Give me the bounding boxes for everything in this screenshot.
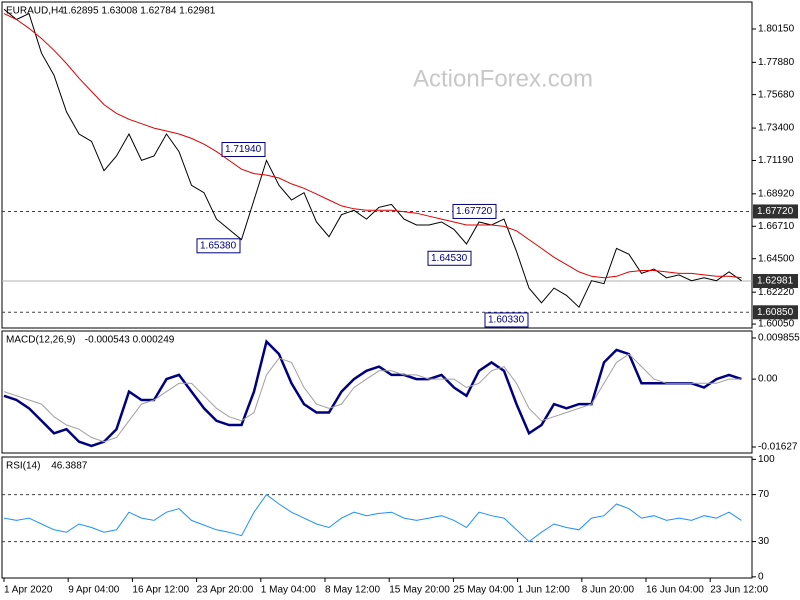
level-tag <box>753 204 798 219</box>
annotation-box <box>196 238 241 254</box>
y-tick-label: 1.77880 <box>758 57 795 68</box>
x-tick-label: 25 May 04:00 <box>453 585 514 596</box>
y-tick-label: 30 <box>758 536 770 547</box>
x-tick-label: 23 Jun 12:00 <box>710 585 768 596</box>
x-tick-label: 23 Apr 20:00 <box>197 585 254 596</box>
panel-title: EURAUD,H4 <box>6 6 64 17</box>
series-line <box>3 339 742 448</box>
panel-title: MACD(12,26,9) <box>6 335 75 346</box>
y-tick-label: 1.73400 <box>758 123 795 134</box>
series-line <box>3 13 742 279</box>
x-tick-label: 15 May 20:00 <box>389 585 450 596</box>
panel-values: -0.000543 0.000249 <box>85 335 175 346</box>
y-tick-label: 100 <box>758 454 775 465</box>
price-frame <box>1 1 753 329</box>
x-tick-label: 9 Apr 04:00 <box>68 585 120 596</box>
y-tick-label: 1.64500 <box>758 253 795 264</box>
level-tag-label: 1.62981 <box>757 276 794 287</box>
panel-values: 46.3887 <box>51 461 88 472</box>
y-tick-label: 1.66710 <box>758 221 795 232</box>
y-tick-label: 1.75680 <box>758 89 795 100</box>
panel-title: RSI(14) <box>6 461 40 472</box>
y-tick-label: 1.60050 <box>758 319 795 330</box>
y-tick-label: -0.01627 <box>758 442 798 453</box>
annotation-label: 1.67720 <box>456 206 493 217</box>
macd-frame <box>1 330 753 454</box>
y-tick-label: 1.80150 <box>758 24 795 35</box>
x-tick-label: 1 Jun 12:00 <box>518 585 571 596</box>
series-line <box>3 493 742 543</box>
x-tick-label: 16 Apr 12:00 <box>132 585 189 596</box>
y-tick-label: 0.009855 <box>758 333 800 344</box>
level-tag-label: 1.67720 <box>757 206 794 217</box>
x-tick-label: 8 Jun 20:00 <box>582 585 635 596</box>
x-tick-label: 16 Jun 04:00 <box>646 585 704 596</box>
annotation-label: 1.64530 <box>431 253 468 264</box>
x-tick-label: 1 May 04:00 <box>261 585 316 596</box>
level-tag <box>753 305 798 320</box>
y-tick-label: 0.00 <box>758 374 778 385</box>
rsi-frame <box>1 456 753 579</box>
level-tag <box>753 274 798 289</box>
series-line <box>3 353 742 443</box>
y-tick-label: 0 <box>758 571 764 582</box>
annotation-label: 1.65380 <box>200 240 237 251</box>
y-tick-label: 70 <box>758 489 770 500</box>
y-tick-label: 1.62220 <box>758 287 795 298</box>
annotation-box <box>484 312 529 328</box>
panel-values: 1.62895 1.63008 1.62784 1.62981 <box>62 6 215 17</box>
annotation-box <box>452 203 497 219</box>
annotation-box <box>221 142 266 158</box>
y-tick-label: 1.68920 <box>758 188 795 199</box>
x-tick-label: 8 May 12:00 <box>325 585 380 596</box>
series-line <box>3 8 742 309</box>
annotation-box <box>427 250 472 266</box>
annotation-label: 1.60330 <box>488 315 525 326</box>
y-tick-label: 1.71190 <box>758 155 794 166</box>
level-tag-label: 1.60850 <box>757 307 794 318</box>
watermark: ActionForex.com <box>413 65 593 92</box>
x-tick-label: 1 Apr 2020 <box>4 585 53 596</box>
annotation-label: 1.71940 <box>225 144 262 155</box>
